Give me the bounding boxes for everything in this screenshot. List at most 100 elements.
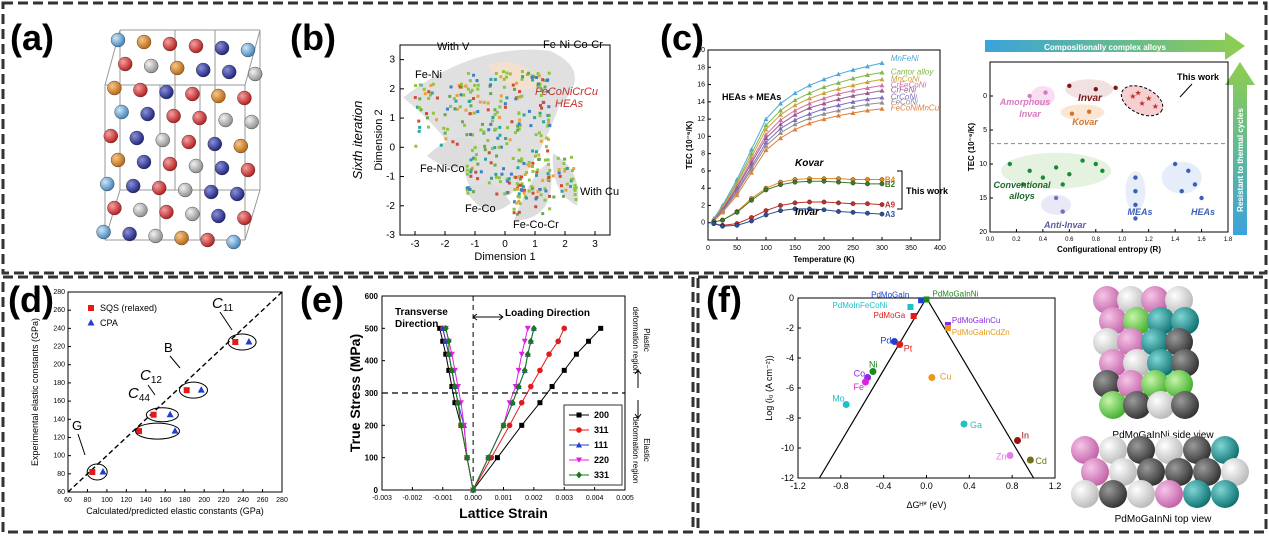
scatter-point: [536, 168, 540, 172]
data-point: [879, 82, 885, 88]
point-label: Zn: [996, 452, 1007, 462]
data-point: [576, 427, 582, 433]
scatter-point: [451, 140, 455, 144]
scatter-point: [467, 71, 471, 75]
data-point: [778, 117, 783, 122]
point-Mo: [842, 401, 850, 408]
data-point: [734, 192, 740, 198]
atom: [129, 130, 145, 146]
top-arrow-label: Compositionally complex alloys: [1044, 43, 1166, 52]
scatter-point: [455, 93, 459, 97]
data-point: [1027, 168, 1032, 173]
data-point: [865, 90, 870, 96]
data-point: [1093, 87, 1098, 92]
scatter-point: [460, 85, 464, 89]
scatter-point: [515, 187, 519, 191]
y-tick-label: 10: [979, 161, 987, 168]
atom: [221, 64, 237, 80]
atom: [162, 156, 178, 172]
scatter-point: [466, 191, 470, 195]
data-point: [778, 182, 783, 188]
series-label: A9: [885, 201, 896, 210]
scatter-point: [418, 125, 422, 129]
point-Fe: [861, 378, 869, 386]
x-tick-label: 250: [847, 245, 859, 252]
atom-sphere: [1211, 480, 1239, 508]
annotation: deformation region: [631, 307, 640, 374]
scatter-point: [498, 125, 502, 129]
atom: [136, 34, 152, 50]
data-point: [1133, 216, 1138, 221]
point-label: Pd: [880, 336, 891, 346]
y-tick-label: 300: [365, 389, 379, 398]
scatter-point: [546, 172, 550, 176]
atom-sphere: [1071, 480, 1099, 508]
data-point: [561, 325, 568, 332]
panel-e-chart: -0.003 -0.002 -0.001 0.000 0.001 0.002 0.003 0.…: [347, 292, 651, 521]
annotation-arrow: [1179, 83, 1193, 98]
data-point: [452, 400, 458, 406]
cluster-blob: [466, 183, 511, 211]
data-point: [807, 206, 812, 212]
diagonal-line: [67, 291, 283, 493]
atom: [174, 230, 189, 246]
data-point: [448, 366, 455, 374]
scatter-point: [448, 94, 452, 98]
scatter-point: [517, 199, 521, 203]
legend-label: 220: [594, 455, 609, 465]
data-point: [836, 91, 841, 97]
data-point: [792, 126, 798, 132]
scatter-point: [534, 205, 538, 209]
atom: [237, 210, 252, 226]
region-heas: [1161, 161, 1202, 194]
x-axis-label: ΔGᴴ* (eV): [907, 500, 947, 510]
scatter-point: [569, 155, 573, 159]
data-point: [445, 337, 452, 345]
scatter-point: [536, 190, 540, 194]
x-tick-label: 160: [159, 497, 171, 504]
point-label: PdMoGaInCdZn: [952, 328, 1010, 337]
sqs-point: [183, 387, 190, 394]
scatter-point: [455, 107, 459, 111]
annotation: This work: [906, 186, 949, 196]
scatter-point: [499, 75, 503, 79]
data-point: [763, 212, 769, 218]
data-point: [749, 197, 754, 203]
panel-label-d: (d): [8, 279, 54, 320]
data-point: [1186, 168, 1191, 173]
side-arrow: [1225, 62, 1255, 235]
legend-label: SQS (relaxed): [100, 303, 157, 313]
y-axis-label: Dimension 2: [373, 109, 385, 170]
scatter-point: [446, 127, 450, 131]
data-point: [1133, 202, 1138, 207]
scatter-point: [507, 177, 511, 181]
scatter-point: [516, 166, 520, 170]
y-axis-label: TEC (10⁻⁶/K): [685, 120, 694, 169]
y-axis-label: TEC (10⁻⁶/K): [967, 122, 976, 171]
atom-sphere: [1147, 307, 1175, 335]
scatter-point: [539, 93, 543, 97]
scatter-point: [538, 111, 542, 115]
data-point: [1067, 83, 1072, 89]
annotation: Conventional: [993, 180, 1051, 190]
scatter-point: [573, 183, 577, 187]
point-PdMoGaInNi: [923, 296, 930, 303]
scatter-point: [452, 97, 456, 101]
data-point: [451, 383, 458, 391]
annotation: With V: [437, 41, 470, 53]
series-label: FeCoNi: [891, 98, 918, 107]
data-point: [879, 211, 885, 217]
scatter-point: [517, 127, 521, 131]
panel-b-chart: -3 -2 -1 0 1 2 3 3 2 1 0 -1 -2 -3 Dimension 1 Dimension…: [350, 39, 619, 263]
scatter-point: [473, 83, 477, 87]
data-point: [509, 399, 516, 407]
scatter-point: [515, 81, 519, 85]
data-point: [879, 202, 885, 207]
scatter-point: [543, 158, 547, 162]
scatter-point: [427, 90, 431, 94]
scatter-point: [465, 133, 469, 137]
scatter-point: [517, 175, 521, 179]
scatter-point: [497, 176, 501, 180]
scatter-point: [486, 101, 490, 105]
scatter-point: [469, 170, 473, 174]
